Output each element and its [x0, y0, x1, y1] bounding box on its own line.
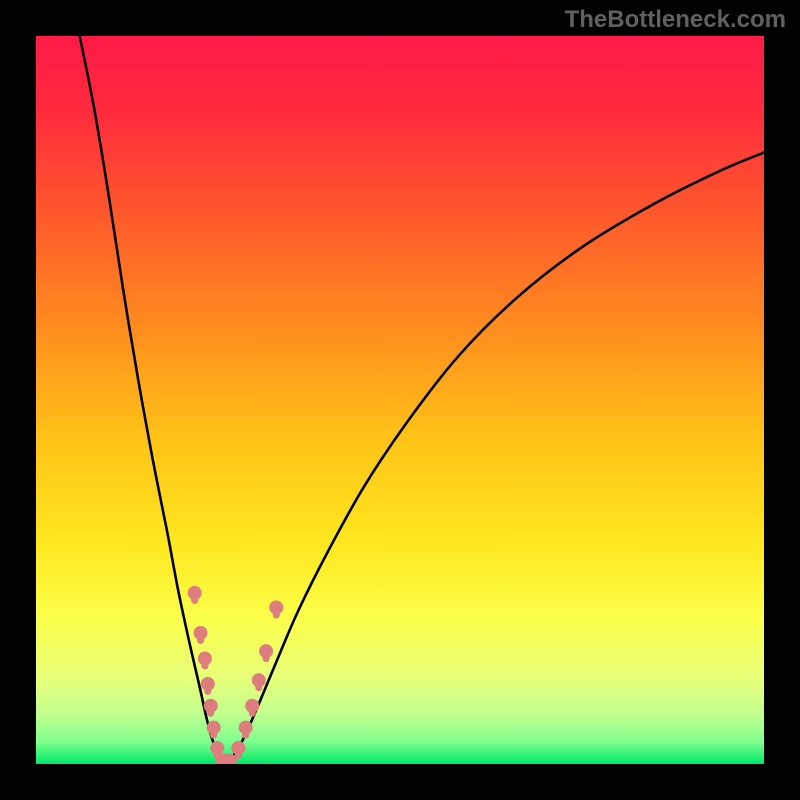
plot-area: [36, 36, 764, 764]
plot-svg: [36, 36, 764, 764]
gradient-background: [36, 36, 764, 764]
watermark-text: TheBottleneck.com: [565, 6, 786, 34]
chart-container: TheBottleneck.com: [0, 0, 800, 800]
